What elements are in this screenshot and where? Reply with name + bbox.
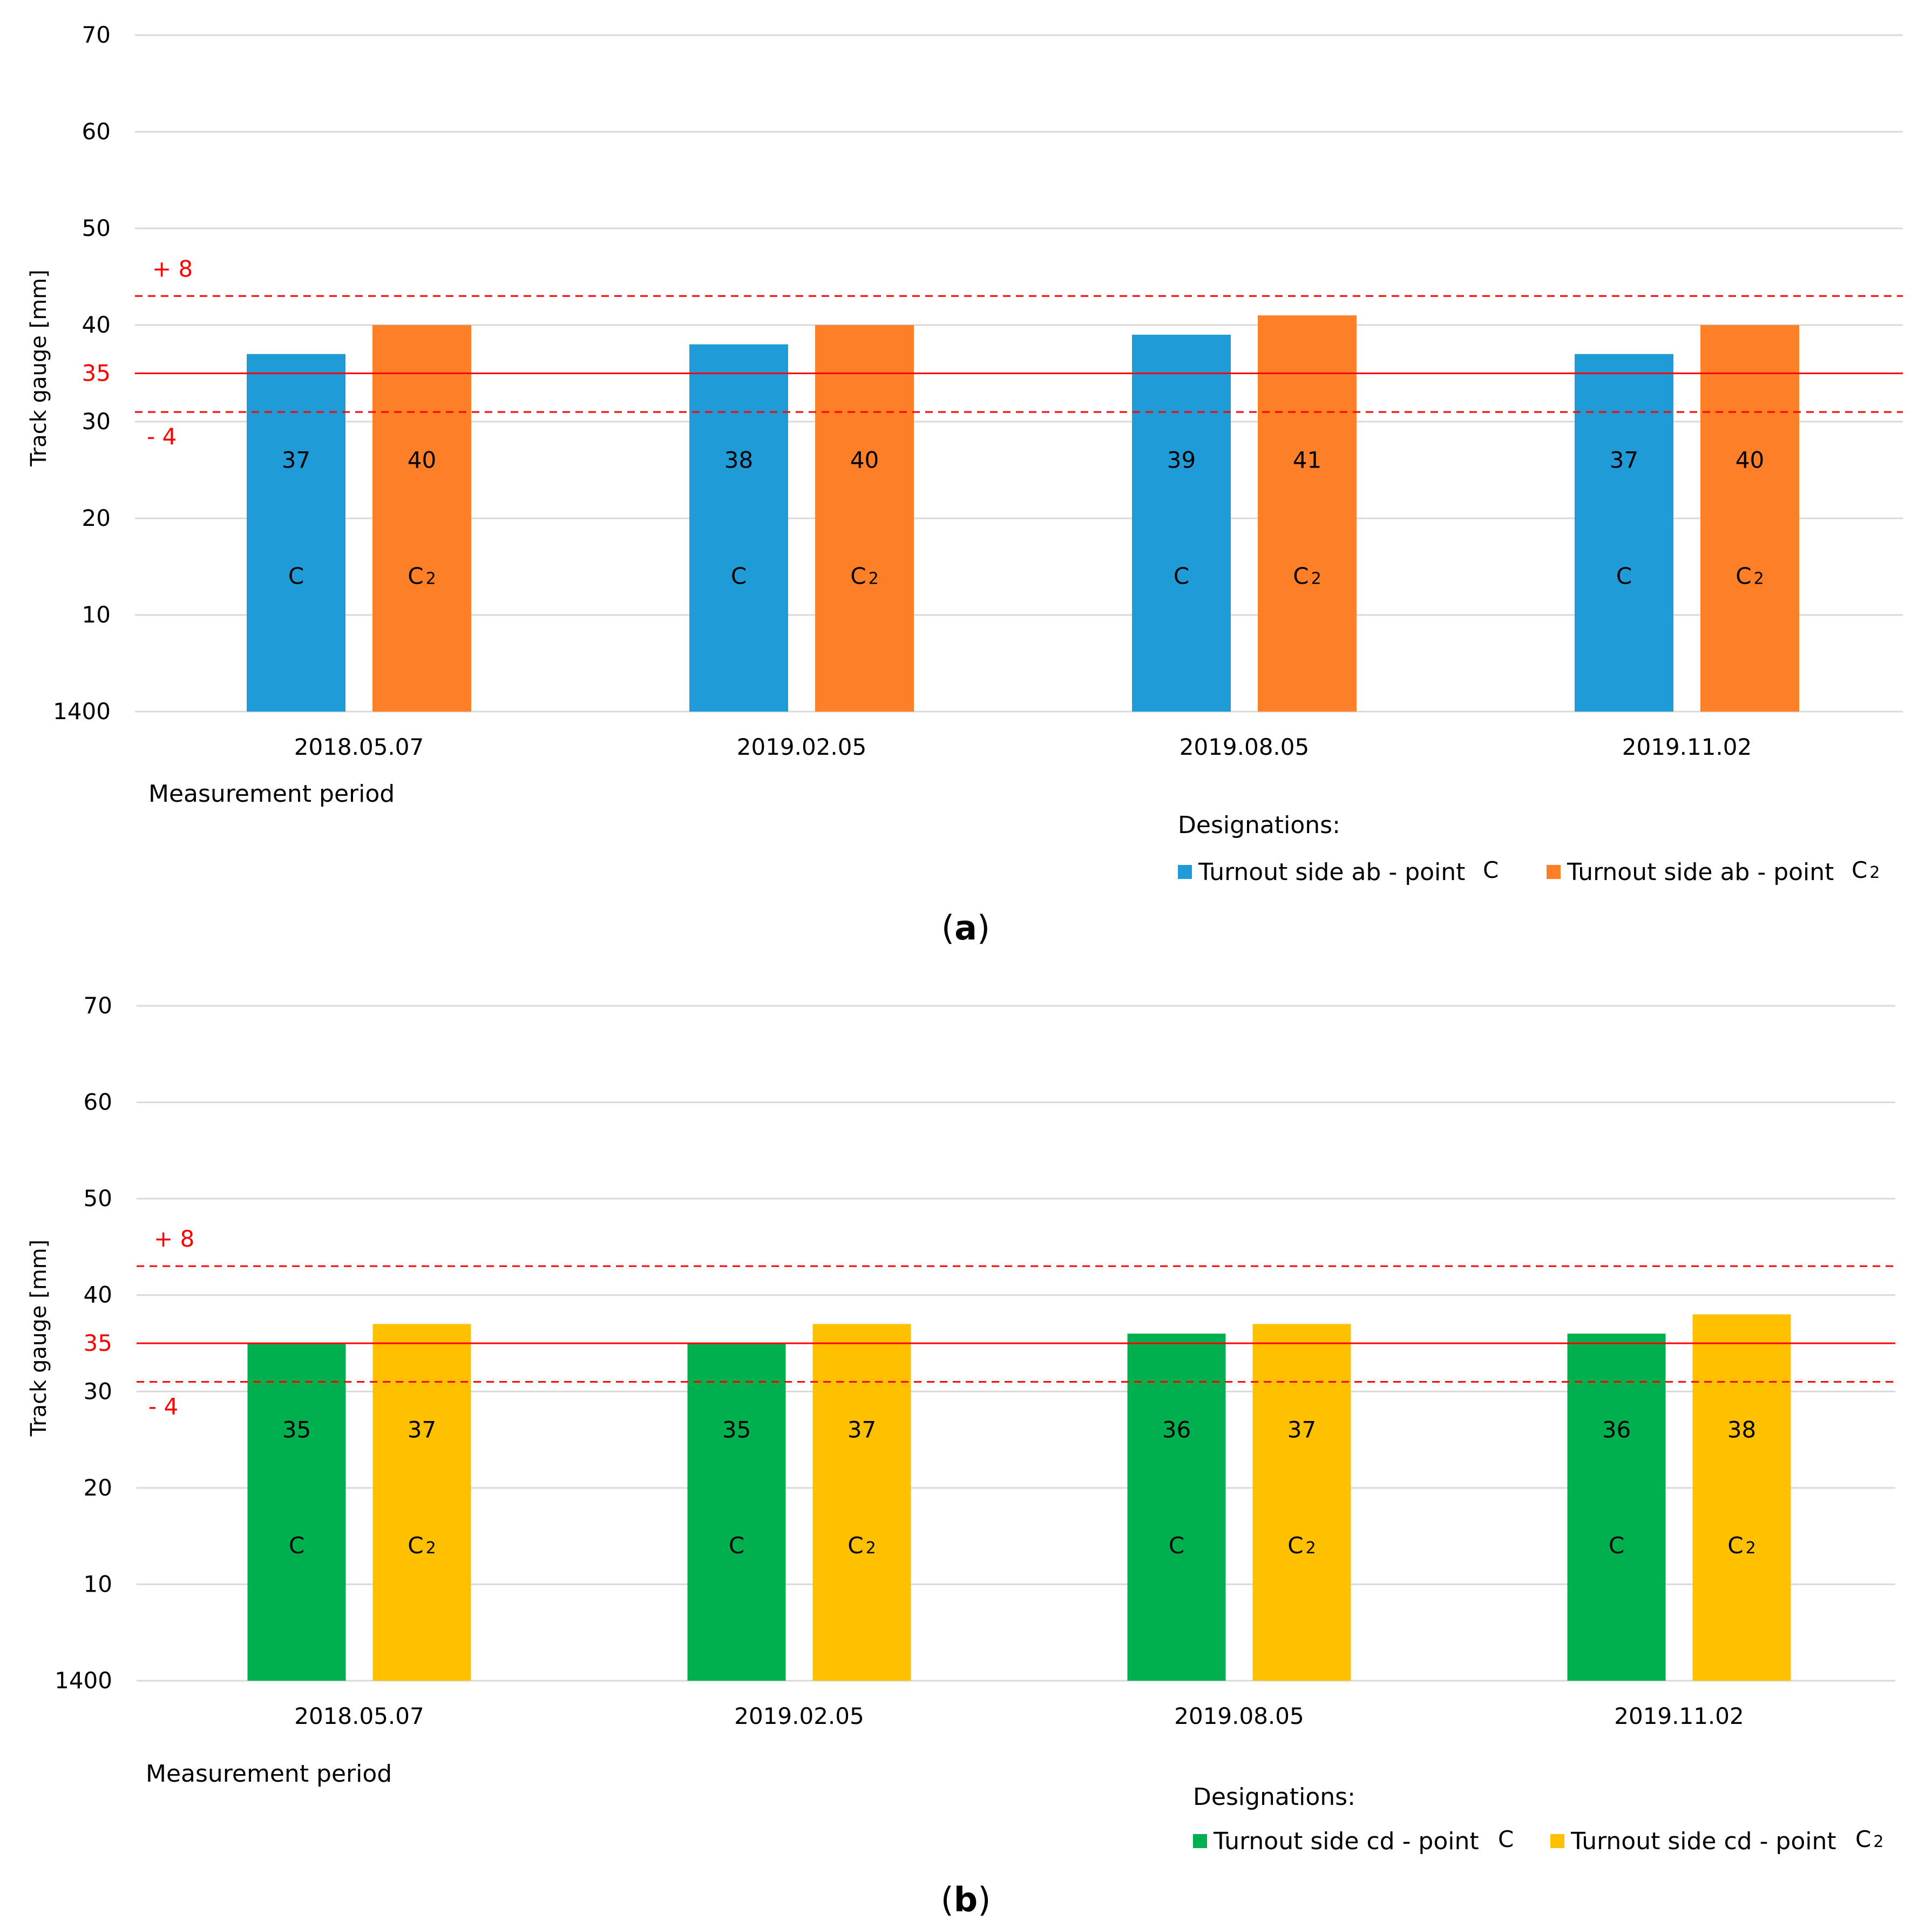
bar: [1132, 334, 1231, 712]
bar-point-label: C: [288, 563, 304, 589]
x-tick-label: 2018.05.07: [294, 1703, 424, 1729]
legend-item: Turnout side ab - point C: [1178, 857, 1499, 886]
bar: [1567, 1334, 1666, 1681]
x-tick-label: 2019.11.02: [1614, 1703, 1744, 1729]
y-tick-label: 70: [82, 22, 111, 48]
bar: [372, 325, 471, 712]
x-tick-label: 2019.02.05: [734, 1703, 864, 1729]
chart-panel-a: 1400 10 20 30 40 50 60 70 Track gauge [mm] 37 C 40 C…: [26, 22, 1903, 948]
legend-item: Turnout side ab - point C 2: [1547, 857, 1880, 886]
bar: [372, 1324, 471, 1681]
bar-value-label: 37: [1287, 1417, 1316, 1443]
bar-value-label: 35: [722, 1417, 751, 1443]
bar-point-label: C: [731, 563, 747, 589]
bar-value-label: 38: [724, 447, 753, 473]
bar-value-label: 41: [1293, 447, 1321, 473]
nominal-label: 35: [84, 1330, 112, 1356]
y-tick-label: 70: [84, 992, 112, 1019]
bar-value-label: 37: [282, 447, 310, 473]
bar: [1575, 354, 1673, 712]
bar: [247, 1343, 346, 1681]
legend-swatch: [1547, 865, 1561, 879]
tolerance-lower-label: - 4: [148, 1393, 178, 1419]
legend-swatch: [1193, 1834, 1207, 1848]
tolerance-upper-label: + 8: [154, 1226, 194, 1252]
bar-value-label: 36: [1162, 1417, 1191, 1443]
bar-value-label: 36: [1602, 1417, 1631, 1443]
bar-point-label: C: [729, 1532, 744, 1559]
bar-value-label: 37: [848, 1417, 876, 1443]
y-tick-label: 30: [84, 1378, 112, 1404]
y-tick-label: 60: [84, 1089, 112, 1115]
bar-value-label: 37: [1610, 447, 1638, 473]
legend-swatch: [1550, 1834, 1564, 1848]
bar-point-label: C: [1174, 563, 1189, 589]
bar-point-label: C: [1616, 563, 1632, 589]
bar: [689, 344, 788, 712]
bar-point-label: C: [1609, 1532, 1624, 1559]
panel-caption: (b): [941, 1880, 991, 1919]
x-tick-label: 2019.08.05: [1179, 734, 1309, 760]
bar-value-label: 40: [850, 447, 879, 473]
y-tick-label: 20: [84, 1474, 112, 1501]
bar-value-label: 38: [1727, 1417, 1756, 1443]
bar: [247, 354, 345, 712]
tolerance-upper-label: + 8: [152, 255, 193, 282]
y-tick-label: 40: [84, 1282, 112, 1308]
y-tick-label: 10: [82, 601, 111, 628]
y-tick-label: 1400: [53, 698, 111, 725]
legend-point-label: C: [1498, 1826, 1514, 1852]
legend-item: Turnout side cd - point C: [1193, 1826, 1514, 1855]
y-tick-label: 40: [82, 312, 111, 338]
y-axis-title: Track gauge [mm]: [26, 269, 51, 467]
legend-title: Designations:: [1178, 811, 1340, 839]
legend-item: Turnout side cd - point C 2: [1550, 1826, 1883, 1855]
x-tick-label: 2019.11.02: [1622, 734, 1752, 760]
bar: [1692, 1314, 1791, 1681]
y-tick-label: 30: [82, 408, 111, 435]
x-tick-label: 2019.02.05: [737, 734, 866, 760]
x-axis-title: Measurement period: [146, 1760, 392, 1788]
panel-caption: (a): [941, 908, 990, 948]
y-tick-label: 1400: [55, 1667, 112, 1694]
y-tick-label: 60: [82, 118, 111, 145]
bar-value-label: 39: [1167, 447, 1196, 473]
y-tick-label: 10: [84, 1571, 112, 1597]
bar: [1127, 1334, 1226, 1681]
legend-label: Turnout side ab - point: [1198, 858, 1465, 886]
bar-point-label: C: [1169, 1532, 1184, 1559]
legend-swatch: [1178, 865, 1192, 879]
y-tick-label: 50: [82, 215, 111, 241]
bar-value-label: 35: [282, 1417, 311, 1443]
bar: [812, 1324, 911, 1681]
legend-title: Designations:: [1193, 1783, 1355, 1811]
bar-point-label: C: [289, 1532, 304, 1559]
x-tick-label: 2018.05.07: [294, 734, 424, 760]
x-axis-title: Measurement period: [148, 780, 395, 808]
bar-value-label: 37: [408, 1417, 436, 1443]
bar: [1252, 1324, 1351, 1681]
y-tick-label: 50: [84, 1185, 112, 1212]
chart-panel-b: 1400 10 20 30 40 50 60 70 Track gauge [mm] 35 C 37 C…: [26, 992, 1895, 1919]
tolerance-lower-label: - 4: [147, 423, 177, 450]
bar: [1700, 325, 1799, 712]
bar: [687, 1343, 786, 1681]
bar: [1258, 315, 1357, 712]
y-axis-title: Track gauge [mm]: [26, 1240, 51, 1437]
bar-value-label: 40: [408, 447, 436, 473]
bar: [815, 325, 914, 712]
legend-label: Turnout side cd - point: [1570, 1828, 1836, 1855]
y-tick-label: 20: [82, 505, 111, 531]
legend-point-label: C: [1483, 857, 1499, 883]
legend-label: Turnout side cd - point: [1213, 1828, 1479, 1855]
nominal-label: 35: [82, 360, 111, 387]
x-tick-label: 2019.08.05: [1174, 1703, 1304, 1729]
legend-label: Turnout side ab - point: [1567, 858, 1834, 886]
bar-value-label: 40: [1736, 447, 1764, 473]
